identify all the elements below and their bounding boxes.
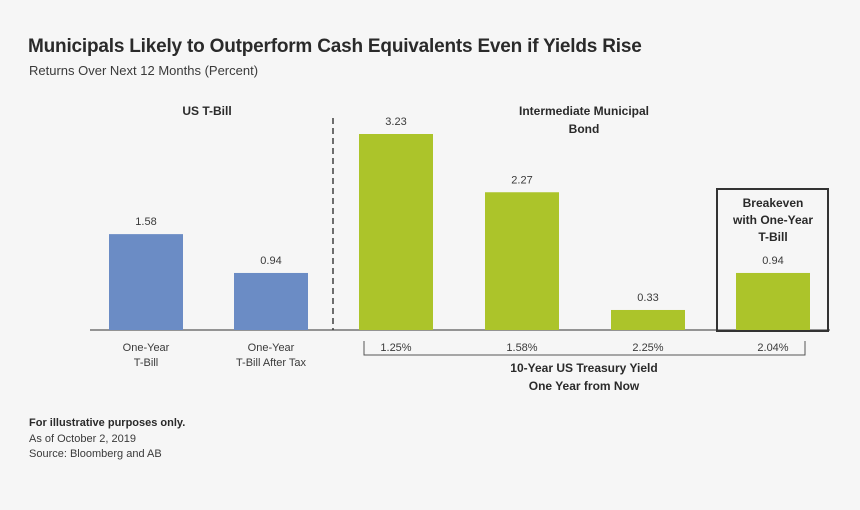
bar-value-label-6: 0.94 — [762, 255, 783, 267]
category-label-1-line2: T-Bill — [134, 357, 158, 369]
bar-4 — [485, 192, 559, 330]
category-label-2-line1: One-Year — [248, 342, 295, 354]
footnote-source: Source: Bloomberg and AB — [29, 448, 162, 460]
footnote-date: As of October 2, 2019 — [29, 433, 137, 445]
breakeven-label-line3: T-Bill — [758, 230, 787, 244]
category-label-6: 2.04% — [757, 342, 788, 354]
bar-value-label-2: 0.94 — [260, 255, 281, 267]
bar-2 — [234, 272, 308, 330]
category-label-1-line1: One-Year — [123, 342, 170, 354]
breakeven-box — [716, 188, 829, 332]
breakeven-label-line1: Breakeven — [743, 196, 804, 210]
category-label-4: 1.58% — [506, 342, 537, 354]
group-title-muni-line1: Intermediate Municipal — [519, 104, 649, 118]
category-label-5: 2.25% — [632, 342, 663, 354]
footnote-illustrative: For illustrative purposes only. — [29, 417, 186, 429]
bar-value-label-3: 3.23 — [385, 116, 406, 128]
category-label-3: 1.25% — [380, 342, 411, 354]
category-label-2-line2: T-Bill After Tax — [236, 357, 307, 369]
chart-subtitle: Returns Over Next 12 Months (Percent) — [29, 63, 259, 78]
bracket-label-line1: 10-Year US Treasury Yield — [510, 361, 657, 375]
breakeven-label-line2: with One-Year — [732, 213, 813, 227]
group-title-muni-line2: Bond — [569, 122, 600, 136]
bar-value-label-4: 2.27 — [511, 174, 532, 186]
bar-5 — [611, 309, 685, 330]
bar-6 — [736, 272, 810, 330]
bar-value-label-1: 1.58 — [135, 216, 156, 228]
bar-1 — [109, 234, 183, 330]
bar-value-label-5: 0.33 — [637, 292, 658, 304]
bar-3 — [359, 134, 433, 330]
category-bracket — [363, 341, 806, 356]
bracket-label-line2: One Year from Now — [529, 379, 640, 393]
chart-title: Municipals Likely to Outperform Cash Equ… — [28, 36, 642, 57]
group-title-tbill: US T-Bill — [182, 104, 231, 118]
